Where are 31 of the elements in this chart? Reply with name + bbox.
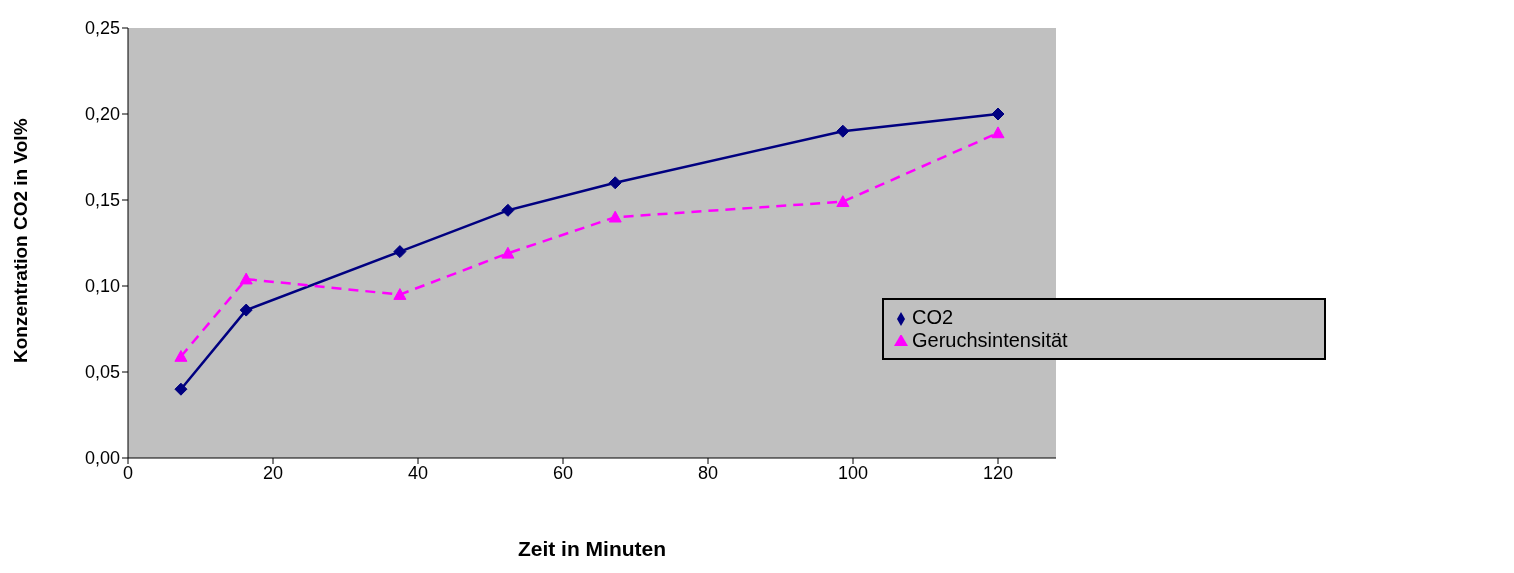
y-axis-title: Konzentration CO2 in Vol% — [9, 118, 31, 363]
x-tick-label: 40 — [407, 462, 429, 483]
point — [501, 203, 515, 217]
point — [174, 382, 188, 396]
legend-label: CO2 — [912, 306, 954, 328]
point — [608, 176, 622, 190]
x-tick-label: 20 — [262, 462, 284, 483]
point — [836, 195, 850, 208]
x-tick-label: 100 — [837, 462, 869, 483]
point — [174, 350, 188, 362]
y-tick-label: 0,25 — [84, 18, 120, 39]
point — [991, 107, 1005, 121]
x-tick-label: 120 — [982, 462, 1014, 483]
y-tick-label: 0,00 — [84, 448, 120, 469]
point — [836, 124, 850, 138]
point — [239, 272, 253, 285]
point — [991, 126, 1005, 139]
point — [501, 246, 515, 259]
point — [393, 288, 407, 300]
y-tick-label: 0,10 — [84, 276, 120, 297]
y-tick-label: 0,05 — [84, 362, 120, 383]
point — [239, 303, 253, 317]
x-tick-label: 80 — [697, 462, 719, 483]
x-tick-label: 60 — [552, 462, 574, 483]
point — [393, 245, 407, 259]
y-tick-label: 0,20 — [84, 104, 120, 125]
x-tick-label: 0 — [122, 462, 134, 483]
legend-label: Geruchsintensität — [912, 329, 1068, 351]
point — [608, 210, 622, 223]
y-tick-label: 0,15 — [84, 190, 120, 211]
x-axis-title: Zeit in Minuten — [517, 537, 667, 560]
